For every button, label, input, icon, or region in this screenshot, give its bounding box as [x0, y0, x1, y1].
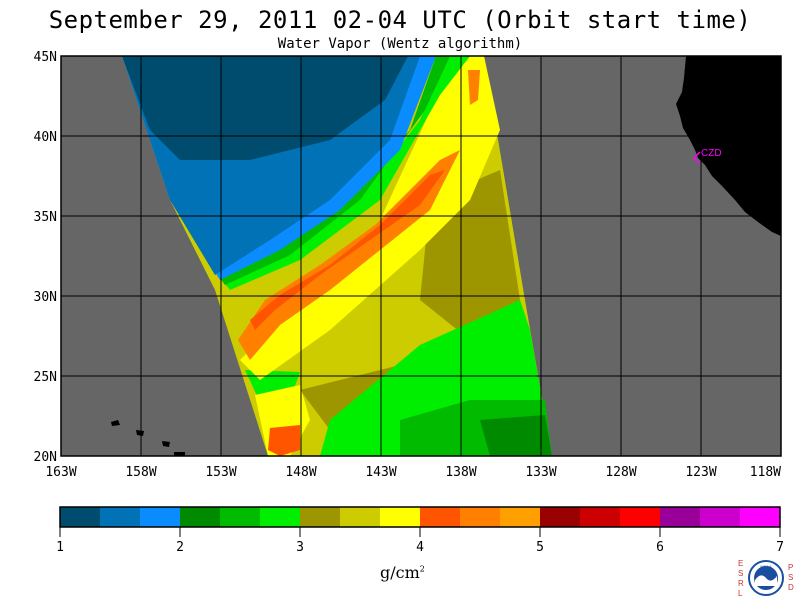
lon-label: 128W — [605, 465, 636, 480]
colorbar-tick-label: 5 — [536, 540, 544, 555]
colorbar-tick-label: 6 — [656, 540, 664, 555]
colorbar-swatch — [420, 507, 461, 527]
colorbar-swatch — [460, 507, 501, 527]
lon-label: 153W — [205, 465, 236, 480]
colorbar-swatch — [380, 507, 421, 527]
hawaii-island-2 — [136, 430, 144, 436]
lat-label: 40N — [34, 130, 57, 145]
colorbar-swatch — [140, 507, 181, 527]
hawaii-island-1 — [111, 420, 120, 426]
swath-darkgreen — [480, 415, 552, 456]
colorbar-swatch — [500, 507, 541, 527]
colorbar-swatch — [740, 507, 781, 527]
noaa-seal-text: NOAA — [760, 564, 772, 569]
colorbar-swatch — [260, 507, 301, 527]
station-label: CZD — [701, 148, 722, 159]
lon-label: 118W — [750, 465, 781, 480]
moisture-plume-north — [468, 70, 480, 105]
north-america-land — [676, 56, 781, 236]
colorbar-swatch — [220, 507, 261, 527]
lat-label: 20N — [34, 450, 57, 465]
lat-label: 30N — [34, 290, 57, 305]
lon-label: 148W — [285, 465, 316, 480]
latitude-labels: 45N 40N 35N 30N 25N 20N — [34, 50, 57, 465]
lon-label: 163W — [45, 465, 76, 480]
colorbar-tick-label: 2 — [176, 540, 184, 555]
swath-blue-dark — [122, 56, 408, 160]
colorbar-swatch — [620, 507, 661, 527]
hawaii-island-4 — [174, 452, 185, 456]
map-grid — [61, 56, 781, 456]
colorbar-swatch — [180, 507, 221, 527]
moisture-plume-red — [250, 170, 445, 330]
lon-label: 138W — [445, 465, 476, 480]
colorbar-ticks: 1 2 3 4 5 6 7 — [56, 527, 784, 555]
colorbar-swatch — [100, 507, 141, 527]
colorbar-swatch — [340, 507, 381, 527]
lat-label: 45N — [34, 50, 57, 65]
satellite-swath — [122, 56, 552, 456]
colorbar-tick-label: 4 — [416, 540, 424, 555]
lon-label: 158W — [125, 465, 156, 480]
colorbar-swatch — [700, 507, 741, 527]
map-subtitle: Water Vapor (Wentz algorithm) — [277, 36, 523, 52]
lon-label: 133W — [525, 465, 556, 480]
noaa-seal-wave — [755, 575, 777, 586]
colorbar-swatch — [60, 507, 101, 527]
colorbar-units: g/cm2 — [380, 563, 425, 582]
lat-label: 25N — [34, 370, 57, 385]
swath-green-north — [222, 56, 470, 290]
lon-label: 143W — [365, 465, 396, 480]
colorbar-swatch — [300, 507, 341, 527]
colorbar — [60, 507, 781, 527]
colorbar-swatch — [660, 507, 701, 527]
station-marker-icon — [692, 151, 701, 165]
lon-label: 123W — [685, 465, 716, 480]
colorbar-tick-label: 1 — [56, 540, 64, 555]
colorbar-swatch — [540, 507, 581, 527]
hawaii-island-3 — [162, 441, 170, 447]
moisture-plume-tip — [268, 425, 300, 456]
map-border — [60, 55, 782, 457]
colorbar-tick-label: 7 — [776, 540, 784, 555]
colorbar-tick-label: 3 — [296, 540, 304, 555]
colorbar-swatch — [580, 507, 621, 527]
map-title: September 29, 2011 02-04 UTC (Orbit star… — [48, 6, 752, 34]
lat-label: 35N — [34, 210, 57, 225]
longitude-labels: 163W 158W 153W 148W 143W 138W 133W 128W 123W 118W — [45, 465, 781, 480]
